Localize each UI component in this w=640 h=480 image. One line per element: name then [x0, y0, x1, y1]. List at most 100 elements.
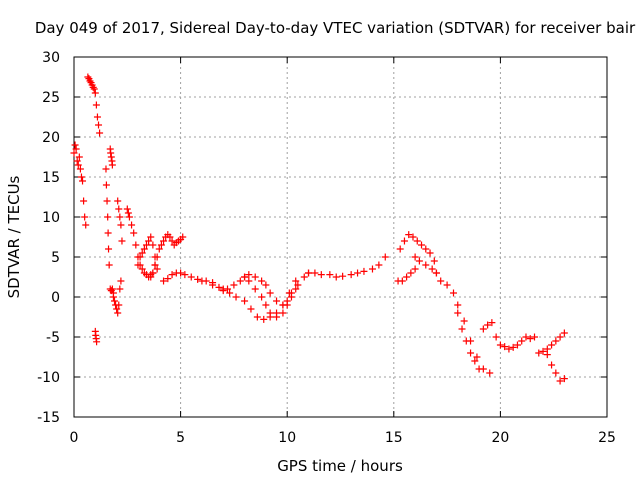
data-point [123, 205, 131, 213]
data-point [115, 301, 123, 309]
data-point [526, 335, 534, 343]
data-point [70, 149, 78, 157]
data-point [241, 297, 249, 305]
data-point [92, 101, 100, 109]
data-point [422, 245, 430, 253]
data-point [151, 261, 159, 269]
data-point [232, 293, 240, 301]
data-point [279, 309, 287, 317]
data-point [219, 287, 227, 295]
data-point [294, 281, 302, 289]
grid [74, 57, 607, 417]
data-point [153, 253, 161, 261]
data-point [426, 249, 434, 257]
y-tick-label: 10 [42, 210, 60, 226]
series-seg5 [106, 145, 116, 169]
x-tick-label: 15 [385, 430, 403, 446]
data-point [443, 281, 451, 289]
data-point [413, 237, 421, 245]
series-seg1 [70, 141, 90, 229]
data-point [93, 113, 101, 121]
series-seg16 [394, 265, 419, 285]
data-point [130, 229, 138, 237]
y-axis-label: SDTVAR / TECUs [5, 175, 23, 298]
data-point [147, 273, 155, 281]
data-point [81, 213, 89, 221]
data-point [209, 281, 217, 289]
data-point [76, 165, 84, 173]
data-point [71, 141, 79, 149]
x-tick-label: 10 [278, 430, 296, 446]
y-tick-label: 30 [42, 50, 60, 66]
data-point [117, 221, 125, 229]
data-point [279, 301, 287, 309]
data-point [160, 277, 168, 285]
data-point [266, 313, 274, 321]
data-point [403, 273, 411, 281]
plot-frame [73, 56, 608, 418]
data-point [74, 161, 82, 169]
data-point [411, 253, 419, 261]
data-point [368, 265, 376, 273]
data-point [116, 285, 124, 293]
data-point [108, 161, 116, 169]
data-point [462, 337, 470, 345]
data-point [160, 237, 168, 245]
data-point [155, 245, 163, 253]
data-point [157, 241, 165, 249]
data-point [91, 89, 99, 97]
data-point [522, 333, 530, 341]
data-point [153, 265, 161, 273]
data-point [215, 283, 223, 291]
data-point [479, 325, 487, 333]
data-point [247, 305, 255, 313]
data-point [411, 265, 419, 273]
data-point [400, 237, 408, 245]
data-point [471, 357, 479, 365]
data-point [560, 329, 568, 337]
axis-ticks: 0 5 10 15 20 25 -15 -10 -5 0 5 10 15 20 25 30 [37, 50, 616, 446]
series-seg7 [114, 197, 126, 245]
data-point [118, 237, 126, 245]
data-point [460, 317, 468, 325]
data-point [125, 213, 133, 221]
data-point [90, 85, 98, 93]
data-point [164, 275, 172, 283]
data-point [149, 269, 157, 277]
data-point [241, 273, 249, 281]
data-point [405, 231, 413, 239]
series-seg3 [91, 327, 101, 346]
data-point [513, 341, 521, 349]
data-point [437, 277, 445, 285]
data-point [396, 245, 404, 253]
data-point [535, 349, 543, 357]
data-point [260, 315, 268, 323]
data-point [266, 289, 274, 297]
data-points [70, 73, 568, 385]
data-point [104, 213, 112, 221]
y-tick-label: -10 [37, 370, 60, 386]
data-point [432, 269, 440, 277]
data-point [339, 272, 347, 280]
x-tick-label: 20 [491, 430, 509, 446]
data-point [251, 273, 259, 281]
data-point [230, 281, 238, 289]
data-point [273, 309, 281, 317]
x-tick-label: 25 [598, 430, 616, 446]
data-point [262, 281, 270, 289]
y-tick-label: -15 [37, 410, 60, 426]
data-point [168, 237, 176, 245]
data-point [332, 273, 340, 281]
data-point [116, 213, 124, 221]
data-point [147, 233, 155, 241]
data-point [409, 233, 417, 241]
data-point [236, 277, 244, 285]
data-point [398, 277, 406, 285]
data-point [168, 271, 176, 279]
data-point [552, 369, 560, 377]
data-point [418, 241, 426, 249]
data-point [187, 273, 195, 281]
data-point [138, 265, 146, 273]
data-point [556, 333, 564, 341]
data-point [531, 333, 539, 341]
